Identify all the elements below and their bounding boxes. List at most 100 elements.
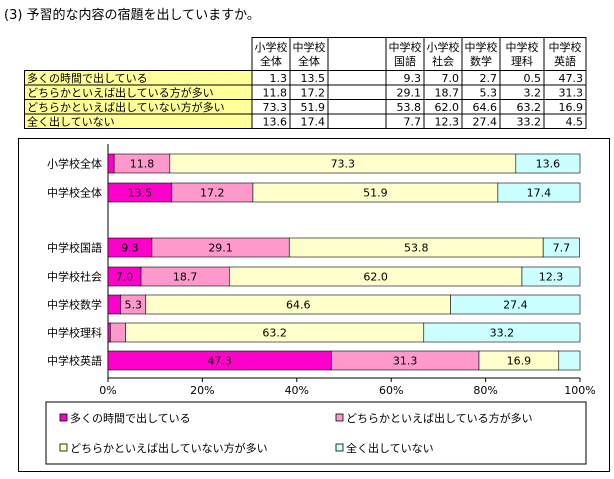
table-cell-value: 3.2 [524,87,542,100]
bar-segment [515,153,581,174]
category-label: 中学校英語 [47,354,102,368]
category-label: 中学校国語 [47,241,102,255]
table-gap-cell [327,70,387,86]
table-cell-value: 51.9 [301,101,326,114]
data-label: 51.9 [363,187,388,200]
data-label: 13.5 [128,187,153,200]
category-label: 中学校社会 [47,270,102,284]
table-cell-value: 11.8 [263,87,288,100]
data-label: 12.3 [539,271,564,284]
table-cell-value: 62.0 [435,101,460,114]
category-label: 中学校全体 [47,186,102,200]
table-header-line2: 数学 [470,54,492,68]
table-cell-value: 63.2 [517,101,542,114]
x-tick-label: 20% [190,384,214,397]
table-cell-value: 73.3 [263,101,288,114]
table-cell-value: 13.6 [263,116,288,129]
table-header-cell [289,37,329,71]
table-gap-header [327,37,387,71]
data-label: 47.3 [207,355,232,368]
bar-segment [107,322,111,343]
bar-segment [110,322,126,343]
table-gap-cell [327,84,387,100]
table-cell-value: 31.3 [559,87,584,100]
category-label: 中学校理科 [47,326,102,340]
table-header-cell [251,37,291,71]
bar-segment [558,350,581,371]
data-label: 62.0 [363,271,388,284]
table-header-line1: 中学校 [465,40,498,54]
table-cell-value: 13.5 [301,72,326,85]
table-gap-cell [327,99,387,115]
table-header-line2: 全体 [260,54,282,68]
table-cell-value: 9.3 [404,72,422,85]
data-label: 53.8 [404,242,429,255]
table-cell-value: 64.6 [473,101,498,114]
table-cell-value: 47.3 [559,72,584,85]
legend-swatch [335,443,344,452]
table-cell-value: 16.9 [559,101,584,114]
bar-segment [107,294,122,315]
table-cell-value: 17.4 [301,116,326,129]
table-cell-value: 17.2 [301,87,326,100]
data-label: 16.9 [507,355,532,368]
table-cell-value: 7.0 [442,72,460,85]
data-label: 11.8 [130,158,155,171]
table-header-line2: 全体 [298,54,320,68]
data-label: 17.2 [200,187,225,200]
table-header-line1: 中学校 [293,40,326,54]
data-label: 7.0 [116,271,133,284]
bar-segment [497,182,581,203]
table-header-line1: 中学校 [389,40,422,54]
x-tick-label: 100% [564,384,595,397]
bar-segment [423,322,581,343]
legend-swatch [59,413,68,422]
legend-label: どちらかといえば出している方が多い [346,411,533,425]
table-row-label: どちらかといえば出していない方が多い [27,100,225,114]
data-label: 13.6 [536,158,561,171]
data-label: 9.3 [121,242,139,255]
stacked-bar-chart: 0% 20% 40% 60% 80% 100% 小学校全体 11.8 73.3 13.6 中学校全体… [18,138,610,472]
x-tick-label: 40% [285,384,309,397]
data-label: 5.3 [125,299,143,312]
bar-segment [542,237,580,258]
table-cell-value: 27.4 [473,116,498,129]
data-label: 18.7 [173,271,198,284]
table-gap-cell [327,113,387,129]
data-table: 小学校全体中学校全体中学校国語小学校社会中学校数学中学校理科中学校英語多くの時間… [24,37,587,129]
bar-segment [107,153,115,174]
table-header-line2: 英語 [554,54,576,68]
data-label: 29.1 [208,242,233,255]
table-cell-value: 53.8 [397,101,422,114]
category-label: 小学校全体 [47,157,102,171]
legend-swatch [335,413,344,422]
x-tick-label: 0% [99,384,116,397]
data-label: 33.2 [490,327,515,340]
page-title: (3) 予習的な内容の宿題を出していますか。 [4,8,260,23]
data-label: 7.7 [553,242,571,255]
table-header-line1: 小学校 [427,40,460,54]
x-tick-label: 60% [379,384,403,397]
table-cell [289,113,329,129]
legend-swatch [59,443,68,452]
table-header-line2: 理科 [511,54,533,68]
data-label: 17.4 [527,187,552,200]
table-row-label: どちらかといえば出している方が多い [27,86,214,100]
table-header-line2: 社会 [432,54,454,68]
table-cell-value: 4.5 [566,116,584,129]
data-label: 31.3 [393,355,418,368]
table-cell-value: 1.3 [270,72,288,85]
data-label: 73.3 [331,158,356,171]
table-cell-value: 5.3 [480,87,498,100]
table-row-label: 多くの時間で出している [27,71,148,85]
table-cell-value: 0.5 [524,72,542,85]
legend-label: 多くの時間で出している [70,411,191,425]
data-label: 64.6 [286,299,311,312]
table-header-line2: 国語 [394,54,416,68]
table-header-line1: 中学校 [549,40,582,54]
table-cell [543,113,587,129]
table-cell-value: 7.7 [404,116,422,129]
legend-label: どちらかといえば出していない方が多い [70,441,268,455]
legend-box [45,401,587,465]
table-cell-value: 2.7 [480,72,498,85]
